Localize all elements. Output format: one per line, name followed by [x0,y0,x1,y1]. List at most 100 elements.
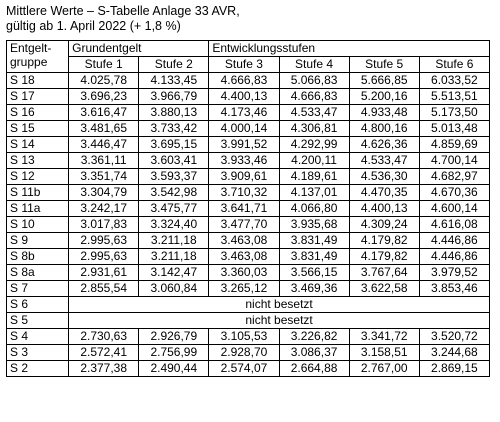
group-header-line-1: Entgelt- [10,41,52,55]
value-cell: 4.179,82 [348,248,420,265]
table-row: S 5 nicht besetzt [5,312,490,329]
stufe-header: Stufe 5 [348,56,420,73]
value-cell: 4.600,14 [418,200,491,217]
not-occupied-cell: nicht besetzt [68,312,490,329]
value-cell: 4.309,24 [348,216,420,233]
value-cell: 2.855,54 [68,280,140,297]
value-cell: 3.242,17 [68,200,140,217]
table-row: S 16 3.616,47 3.880,13 4.173,46 4.533,47 4.93… [5,104,491,121]
value-cell: 3.226,82 [278,328,350,345]
value-cell: 4.137,01 [278,184,350,201]
group-column-header: Entgelt- gruppe [5,40,70,73]
value-cell: 3.360,03 [208,264,280,281]
group-cell: S 8b [5,248,70,265]
group-header-line-2: gruppe [10,55,48,69]
value-cell: 3.351,74 [68,168,140,185]
value-cell: 3.244,68 [418,344,491,361]
table-row: S 12 3.351,74 3.593,37 3.909,61 4.189,61 4.53… [5,168,491,185]
value-cell: 4.933,48 [348,104,420,121]
group-cell: S 7 [5,280,70,297]
value-cell: 5.666,85 [348,72,420,89]
stufe-header: Stufe 2 [138,56,210,73]
table-row: S 18 4.025,78 4.133,45 4.666,83 5.066,83 5.66… [5,72,491,89]
value-cell: 4.400,13 [348,200,420,217]
group-cell: S 13 [5,152,70,169]
value-cell: 3.446,47 [68,136,140,153]
group-cell: S 3 [5,344,70,361]
group-cell: S 11b [5,184,70,201]
value-cell: 4.133,45 [138,72,210,89]
value-cell: 3.520,72 [418,328,491,345]
group-cell: S 12 [5,168,70,185]
value-cell: 3.469,36 [278,280,350,297]
value-cell: 4.179,82 [348,232,420,249]
value-cell: 4.173,46 [208,104,280,121]
value-cell: 3.341,72 [348,328,420,345]
value-cell: 4.682,97 [418,168,491,185]
value-cell: 3.933,46 [208,152,280,169]
value-cell: 3.831,49 [278,248,350,265]
stufe-header: Stufe 3 [208,56,280,73]
value-cell: 3.211,18 [138,232,210,249]
value-cell: 5.513,51 [418,88,491,105]
value-cell: 3.304,79 [68,184,140,201]
value-cell: 3.979,52 [418,264,491,281]
value-cell: 3.991,52 [208,136,280,153]
group-cell: S 14 [5,136,70,153]
value-cell: 3.909,61 [208,168,280,185]
value-cell: 3.463,08 [208,248,280,265]
value-cell: 3.593,37 [138,168,210,185]
document-title: Mittlere Werte – S-Tabelle Anlage 33 AVR… [6,4,240,34]
value-cell: 4.533,47 [348,152,420,169]
group-cell: S 16 [5,104,70,121]
value-cell: 3.158,51 [348,344,420,361]
value-cell: 2.995,63 [68,232,140,249]
value-cell: 5.013,48 [418,120,491,137]
value-cell: 3.616,47 [68,104,140,121]
value-cell: 3.831,49 [278,232,350,249]
value-cell: 2.767,00 [348,360,420,377]
table-row: S 3 2.572,41 2.756,99 2.928,70 3.086,37 3.158… [5,344,491,361]
value-cell: 4.536,30 [348,168,420,185]
value-cell: 2.730,63 [68,328,140,345]
value-cell: 4.189,61 [278,168,350,185]
value-cell: 3.603,41 [138,152,210,169]
value-cell: 3.695,15 [138,136,210,153]
group-cell: S 9 [5,232,70,249]
value-cell: 3.733,42 [138,120,210,137]
value-cell: 4.666,83 [278,88,350,105]
table-row: S 6 nicht besetzt [5,296,490,313]
value-cell: 4.670,36 [418,184,491,201]
value-cell: 4.025,78 [68,72,140,89]
group-cell: S 2 [5,360,70,377]
value-cell: 2.928,70 [208,344,280,361]
value-cell: 4.533,47 [278,104,350,121]
not-occupied-cell: nicht besetzt [68,296,490,313]
value-cell: 3.463,08 [208,232,280,249]
value-cell: 3.641,71 [208,200,280,217]
group-cell: S 8a [5,264,70,281]
value-cell: 3.696,23 [68,88,140,105]
value-cell: 2.931,61 [68,264,140,281]
value-cell: 5.066,83 [278,72,350,89]
stufe-header: Stufe 1 [68,56,140,73]
value-cell: 4.859,69 [418,136,491,153]
value-cell: 4.446,86 [418,232,491,249]
table-row: S 11a 3.242,17 3.475,77 3.641,71 4.066,80 4.4… [5,200,491,217]
group-cell: S 17 [5,88,70,105]
value-cell: 4.616,08 [418,216,491,233]
title-line-1: Mittlere Werte – S-Tabelle Anlage 33 AVR… [6,4,240,18]
value-cell: 3.880,13 [138,104,210,121]
value-cell: 3.767,64 [348,264,420,281]
header-row-1: Entgelt- gruppe Grundentgelt Entwicklung… [5,40,490,73]
value-cell: 3.566,15 [278,264,350,281]
group-cell: S 10 [5,216,70,233]
value-cell: 6.033,52 [418,72,491,89]
value-cell: 4.292,99 [278,136,350,153]
value-cell: 2.869,15 [418,360,491,377]
value-cell: 2.572,41 [68,344,140,361]
value-cell: 2.664,88 [278,360,350,377]
stufe-header: Stufe 6 [418,56,491,73]
value-cell: 3.060,84 [138,280,210,297]
table-row: S 2 2.377,38 2.490,44 2.574,07 2.664,88 2.767… [5,360,491,377]
